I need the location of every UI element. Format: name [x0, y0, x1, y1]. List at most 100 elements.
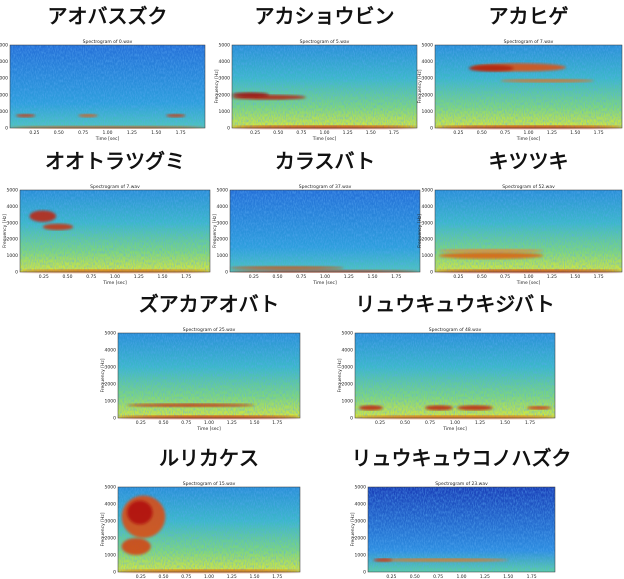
spectral-streak	[127, 404, 254, 407]
x-tick-label: 0.50	[158, 420, 168, 426]
x-tick-label: 0.25	[250, 130, 260, 136]
spectral-streak	[16, 114, 35, 117]
spectral-streak	[469, 65, 514, 72]
panel-label: カラスバト	[275, 149, 375, 173]
spectral-streak	[435, 270, 622, 273]
x-axis-label: Time [sec]	[102, 280, 127, 286]
spectral-streak	[118, 415, 300, 418]
spectral-streak	[439, 249, 544, 252]
x-tick-label: 1.75	[594, 274, 604, 280]
y-tick-label: 1000	[217, 253, 229, 259]
y-tick-label: 1000	[422, 253, 434, 259]
y-tick-label: 3000	[7, 220, 19, 226]
plot-title: Spectrogram of 37.wav	[299, 184, 352, 190]
x-axis-label: Time [sec]	[312, 280, 337, 286]
spectral-streak	[78, 114, 98, 117]
x-tick-label: 1.75	[594, 130, 604, 136]
x-axis-label: Time [sec]	[516, 280, 541, 286]
x-tick-label: 1.25	[134, 274, 144, 280]
plot-title: Spectrogram of 25.wav	[183, 327, 236, 333]
x-tick-label: 0.50	[272, 274, 282, 280]
y-tick-label: 2000	[355, 536, 367, 542]
y-tick-label: 2000	[0, 92, 8, 98]
y-axis-label: Frequency [Hz]	[2, 214, 8, 248]
y-tick-label: 3000	[422, 76, 434, 82]
x-axis-label: Time [sec]	[516, 136, 541, 142]
y-tick-label: 4000	[355, 502, 367, 508]
x-axis-label: Time [sec]	[312, 136, 337, 142]
plot-title: Spectrogram of 7.wav	[504, 39, 554, 45]
spectral-streak	[43, 224, 73, 231]
x-tick-label: 1.50	[366, 130, 376, 136]
x-tick-label: 1.50	[249, 420, 259, 426]
plot-title: Spectrogram of 0.wav	[83, 39, 133, 45]
spectrogram-panel: リュウキュウコノハズクSpectrogram of 23.wav01000200…	[350, 446, 572, 579]
y-tick-label: 4000	[7, 204, 19, 210]
spectrogram-panel: ルリカケスSpectrogram of 15.wav01000200030004…	[100, 446, 300, 579]
y-tick-label: 3000	[342, 365, 354, 371]
y-tick-label: 0	[113, 570, 116, 576]
x-tick-label: 0.25	[249, 274, 259, 280]
x-tick-label: 1.00	[456, 574, 466, 579]
y-tick-label: 3000	[355, 519, 367, 525]
plot-title: Spectrogram of 15.wav	[183, 481, 236, 487]
x-tick-label: 0.25	[453, 274, 463, 280]
plot-title: Spectrogram of 52.wav	[502, 184, 555, 190]
x-tick-label: 1.75	[525, 420, 535, 426]
y-tick-label: 2000	[422, 237, 434, 243]
y-tick-label: 4000	[422, 59, 434, 65]
plot-title: Spectrogram of 5.wav	[300, 39, 350, 45]
x-tick-label: 1.25	[227, 420, 237, 426]
x-tick-label: 0.50	[273, 130, 283, 136]
y-tick-label: 2000	[342, 382, 354, 388]
y-tick-label: 4000	[422, 204, 434, 210]
spectral-streak	[425, 405, 453, 410]
x-tick-label: 0.25	[29, 130, 39, 136]
y-tick-label: 0	[113, 416, 116, 422]
plot-title: Spectrogram of 48.wav	[429, 327, 482, 333]
y-tick-label: 4000	[105, 502, 117, 508]
x-tick-label: 1.50	[503, 574, 513, 579]
y-tick-label: 0	[227, 126, 230, 132]
y-axis-label: Frequency [Hz]	[100, 358, 106, 392]
x-tick-label: 0.50	[158, 574, 168, 579]
x-tick-label: 0.25	[453, 130, 463, 136]
spectrogram-noise	[232, 45, 417, 128]
panel-label: アカショウビン	[255, 4, 395, 28]
panel-label: リュウキュウキジバト	[355, 292, 554, 316]
y-tick-label: 5000	[219, 43, 231, 49]
spectral-streak	[127, 501, 152, 525]
x-tick-label: 0.75	[181, 574, 191, 579]
y-tick-label: 2000	[105, 382, 117, 388]
x-tick-label: 1.25	[480, 574, 490, 579]
y-tick-label: 3000	[219, 76, 231, 82]
x-tick-label: 1.25	[547, 130, 557, 136]
spectral-streak	[359, 405, 383, 410]
x-tick-label: 1.75	[272, 420, 282, 426]
y-tick-label: 5000	[422, 43, 434, 49]
y-tick-label: 1000	[105, 553, 117, 559]
y-tick-label: 0	[15, 270, 18, 276]
spectrogram-noise	[435, 45, 622, 128]
y-axis-label: Frequency [Hz]	[350, 512, 356, 546]
x-tick-label: 1.25	[547, 274, 557, 280]
panel-label: アカヒゲ	[489, 4, 569, 28]
y-tick-label: 4000	[217, 204, 229, 210]
spectral-streak	[118, 569, 300, 572]
x-tick-label: 0.75	[500, 274, 510, 280]
spectrogram-panel: オオトラツグミSpectrogram of 7.wav0100020003000…	[2, 149, 210, 286]
x-tick-label: 0.75	[500, 130, 510, 136]
x-tick-label: 1.25	[344, 274, 354, 280]
y-tick-label: 1000	[105, 399, 117, 405]
spectral-streak	[435, 126, 622, 129]
x-axis-label: Time [sec]	[95, 136, 120, 142]
plot-title: Spectrogram of 23.wav	[435, 481, 488, 487]
panel-label: ルリカケス	[159, 446, 259, 470]
y-tick-label: 1000	[342, 399, 354, 405]
spectral-streak	[122, 538, 151, 555]
spectral-streak	[374, 558, 393, 561]
spectral-streak	[20, 270, 210, 273]
